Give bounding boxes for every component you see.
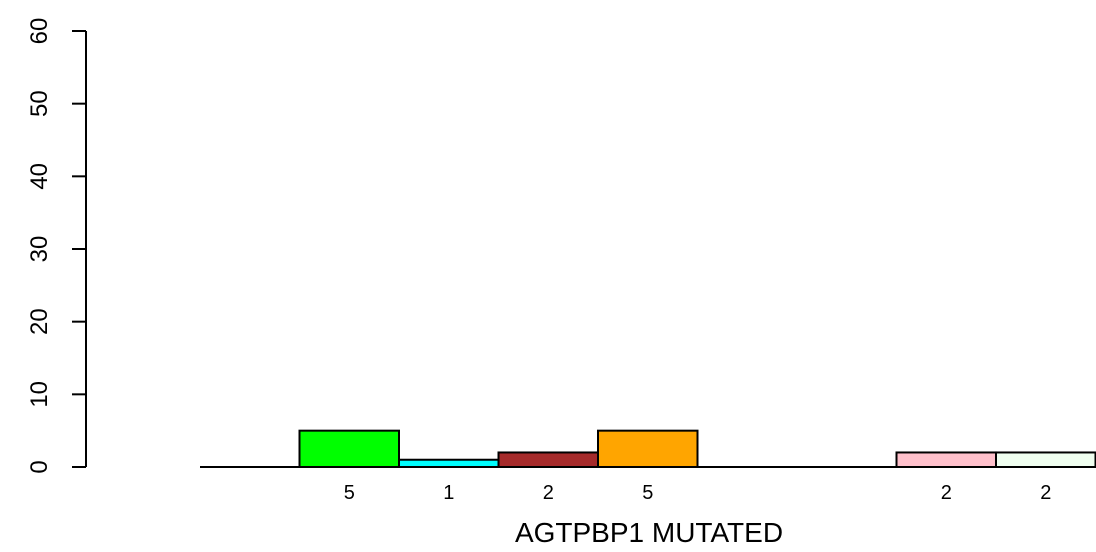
bar-value-label: 5 bbox=[642, 482, 653, 504]
y-tick-label: 50 bbox=[26, 90, 53, 117]
y-tick-label: 30 bbox=[26, 236, 53, 263]
bar-2 bbox=[398, 458, 500, 469]
bar-3 bbox=[497, 451, 599, 469]
bar-6 bbox=[995, 451, 1096, 469]
bar-value-label: 2 bbox=[1040, 482, 1051, 504]
y-axis: 0 10 20 30 40 50 60 bbox=[26, 18, 87, 474]
bar-1 bbox=[298, 429, 400, 468]
y-tick-label: 60 bbox=[26, 18, 53, 45]
bars bbox=[298, 429, 1096, 469]
bar-4 bbox=[597, 429, 699, 468]
bar-value-label: 5 bbox=[344, 482, 355, 504]
bar-value-label: 1 bbox=[443, 482, 454, 504]
bar-5 bbox=[895, 451, 997, 469]
bar-labels: 5 1 2 5 2 2 bbox=[344, 482, 1052, 504]
y-tick-label: 40 bbox=[26, 163, 53, 190]
bar-value-label: 2 bbox=[941, 482, 952, 504]
y-tick-label: 0 bbox=[26, 460, 53, 473]
y-tick-label: 20 bbox=[26, 308, 53, 335]
x-axis-title: AGTPBP1 MUTATED bbox=[515, 517, 783, 548]
bar-value-label: 2 bbox=[543, 482, 554, 504]
y-tick-label: 10 bbox=[26, 381, 53, 408]
